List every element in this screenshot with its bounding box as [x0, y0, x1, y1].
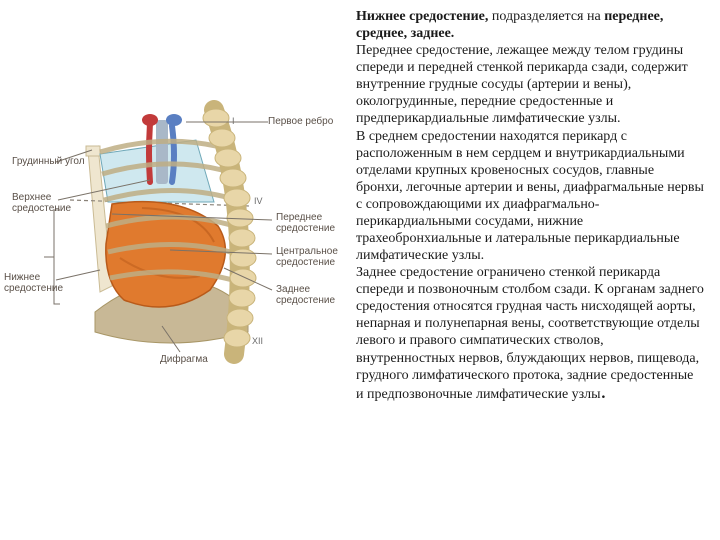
label-first-rib: Первое ребро	[268, 116, 333, 127]
trailing-dot: .	[601, 378, 607, 403]
label-sternal-angle: Грудинный угол	[12, 156, 85, 167]
body-text: Нижнее средостение, подразделяется на пе…	[350, 8, 710, 403]
paragraph-posterior: Заднее средостение ограничено стенкой пе…	[356, 264, 704, 403]
label-anterior-med: Переднее средостение	[276, 212, 346, 234]
paragraph-middle: В среднем средостении находятся перикард…	[356, 128, 704, 265]
svg-text:IV: IV	[254, 196, 263, 206]
lead-bold-1: Нижнее средостение,	[356, 9, 488, 24]
paragraph-anterior: Переднее средостение, лежащее между тело…	[356, 42, 704, 127]
paragraph-lead: Нижнее средостение, подразделяется на пе…	[356, 8, 704, 42]
label-posterior-med: Заднее средостение	[276, 284, 346, 306]
label-upper-med: Верхнее средостение	[12, 192, 72, 214]
label-lower-med: Нижнее средостение	[4, 272, 68, 294]
svg-text:XII: XII	[252, 336, 263, 346]
svg-text:I: I	[232, 116, 235, 126]
label-diaphragm: Дифрагма	[160, 354, 208, 365]
lead-rest: подразделяется на	[488, 9, 604, 24]
label-central-med: Центральное средостение	[276, 246, 348, 268]
anatomy-figure: I IV XII Первое ребро Грудинный угол Вер…	[0, 8, 350, 403]
